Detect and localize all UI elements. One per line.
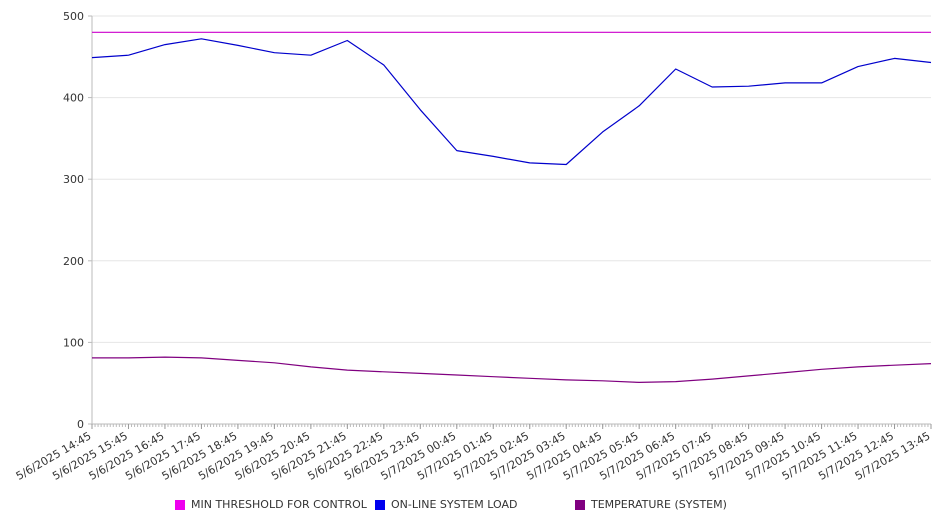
axes: [88, 15, 932, 429]
legend-item-min-threshold[interactable]: MIN THRESHOLD FOR CONTROL: [175, 498, 367, 511]
y-axis-ticks: 0 100 200 300 400 500: [63, 10, 84, 431]
legend-swatch: [375, 499, 385, 510]
legend-label: MIN THRESHOLD FOR CONTROL: [191, 498, 367, 511]
legend-item-temperature[interactable]: TEMPERATURE (SYSTEM): [575, 498, 727, 511]
y-tick-label: 500: [63, 10, 84, 23]
y-tick-label: 400: [63, 92, 84, 105]
series-lines: [91, 31, 932, 383]
y-tick-label: 0: [77, 418, 84, 431]
gridlines: [92, 15, 931, 343]
legend: MIN THRESHOLD FOR CONTROL ON-LINE SYSTEM…: [0, 498, 946, 514]
y-tick-label: 200: [63, 255, 84, 268]
legend-swatch: [175, 499, 185, 510]
legend-swatch: [575, 499, 585, 510]
y-tick-label: 300: [63, 173, 84, 186]
legend-item-system-load[interactable]: ON-LINE SYSTEM LOAD: [375, 498, 517, 511]
on-line-system-load-line: [91, 38, 932, 166]
legend-label: TEMPERATURE (SYSTEM): [591, 498, 727, 511]
temperature-system-line: [92, 356, 932, 383]
y-tick-label: 100: [63, 336, 84, 349]
x-axis-ticks: 5/6/2025 14:455/6/2025 15:455/6/2025 16:…: [14, 429, 933, 483]
legend-label: ON-LINE SYSTEM LOAD: [391, 498, 518, 511]
